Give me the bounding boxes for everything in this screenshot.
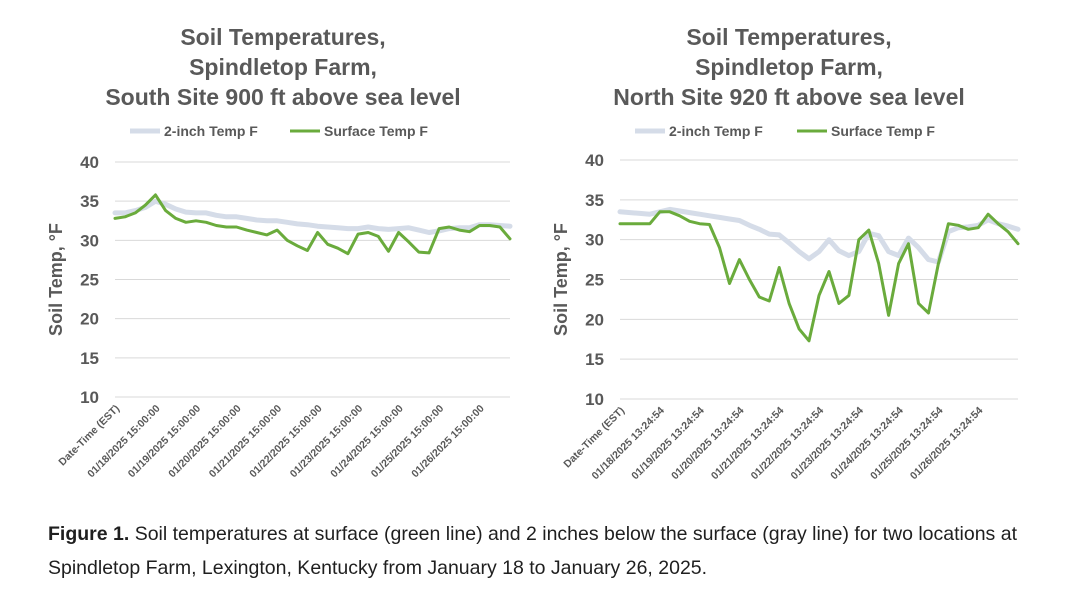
y-tick-label: 40 (585, 151, 604, 170)
x-tick-label: 01/26/2025 15:00:00 (409, 403, 487, 481)
x-tick-label: 01/23/2025 15:00:00 (288, 403, 366, 481)
x-tick-label: 01/18/2025 15:00:00 (85, 403, 163, 481)
y-tick-label: 35 (585, 191, 604, 210)
y-tick-label: 10 (80, 388, 99, 407)
x-tick-label: 01/24/2025 13:24:54 (828, 405, 906, 483)
chart-title: Spindletop Farm, (695, 54, 883, 80)
caption: Figure 1. Soil temperatures at surface (… (48, 517, 1048, 585)
data-line (113, 193, 512, 256)
x-tick-label: 01/20/2025 13:24:54 (669, 405, 747, 483)
y-tick-label: 10 (585, 390, 604, 409)
x-tick-label: 01/23/2025 13:24:54 (788, 405, 866, 483)
caption-text: Soil temperatures at surface (green line… (48, 523, 1017, 579)
data-line (617, 206, 1021, 265)
y-tick-label: 30 (585, 231, 604, 250)
legend-label: 2-inch Temp F (164, 123, 258, 139)
x-tick-label: 01/21/2025 15:00:00 (207, 403, 285, 481)
legend-label: Surface Temp F (831, 123, 935, 139)
x-tick-label: 01/26/2025 13:24:54 (908, 405, 986, 483)
chart-title: North Site 920 ft above sea level (613, 84, 965, 110)
x-tick-label: 01/21/2025 13:24:54 (709, 405, 787, 483)
x-tick-label: 01/22/2025 15:00:00 (247, 403, 325, 481)
caption-label: Figure 1. (48, 523, 130, 545)
chart-title: Soil Temperatures, (686, 24, 891, 50)
x-tick-label: 01/18/2025 13:24:54 (589, 405, 667, 483)
legend-label: 2-inch Temp F (669, 123, 763, 139)
x-tick-label: 01/25/2025 15:00:00 (369, 403, 447, 481)
y-tick-label: 20 (80, 310, 99, 329)
legend-label: Surface Temp F (324, 123, 428, 139)
y-tick-label: 30 (80, 231, 99, 250)
y-tick-label: 35 (80, 192, 99, 211)
data-line (618, 210, 1020, 343)
y-tick-label: 25 (585, 271, 604, 290)
chart-title: Spindletop Farm, (189, 54, 377, 80)
y-tick-label: 20 (585, 310, 604, 329)
y-axis-label: Soil Temp, °F (551, 223, 571, 336)
chart-title: Soil Temperatures, (180, 24, 385, 50)
x-tick-label: 01/20/2025 15:00:00 (166, 403, 244, 481)
figure: Soil Temperatures, Spindletop Farm, South … (46, 24, 1021, 483)
x-tick-label: 01/19/2025 15:00:00 (126, 403, 204, 481)
y-tick-label: 40 (80, 153, 99, 172)
x-tick-label: 01/22/2025 13:24:54 (749, 405, 827, 483)
y-tick-label: 15 (80, 349, 99, 368)
y-tick-label: 25 (80, 271, 99, 290)
y-tick-label: 15 (585, 350, 604, 369)
chart-title: South Site 900 ft above sea level (105, 84, 460, 110)
data-line (112, 198, 513, 235)
y-axis-label: Soil Temp, °F (46, 223, 66, 336)
x-tick-label: 01/25/2025 13:24:54 (868, 405, 946, 483)
x-tick-label: 01/19/2025 13:24:54 (629, 405, 707, 483)
x-tick-label: 01/24/2025 15:00:00 (328, 403, 406, 481)
